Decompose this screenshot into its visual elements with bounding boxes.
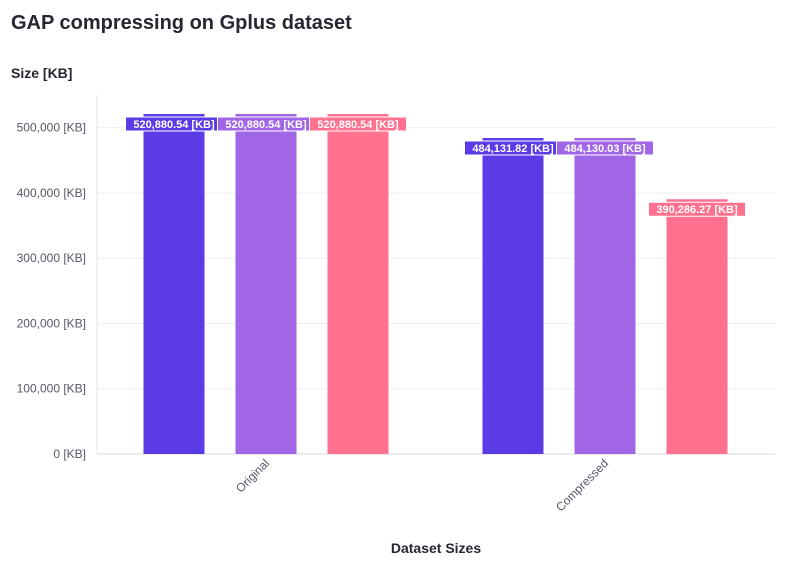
y-tick-label: 400,000 [KB] (17, 186, 86, 200)
data-label: 484,131.82 [KB] (472, 143, 554, 155)
x-tick-label: Original (233, 456, 272, 495)
bars-layer (143, 114, 728, 455)
bar (482, 137, 544, 454)
y-tick-label: 200,000 [KB] (17, 316, 86, 330)
x-axis-label: Dataset Sizes (391, 540, 481, 556)
y-tick-label: 100,000 [KB] (17, 382, 86, 396)
data-label: 520,880.54 [KB] (133, 119, 215, 131)
chart-title: GAP compressing on Gplus dataset (11, 12, 352, 34)
data-label-box (309, 116, 407, 132)
bar (143, 114, 205, 454)
y-axis-label: Size [KB] (11, 65, 72, 81)
data-label: 484,130.03 [KB] (564, 143, 646, 155)
data-label-box (648, 201, 746, 217)
y-tick-label: 500,000 [KB] (17, 121, 86, 135)
y-tick-label: 0 [KB] (53, 447, 86, 461)
data-label: 520,880.54 [KB] (225, 119, 307, 131)
data-label: 520,880.54 [KB] (317, 119, 399, 131)
x-tick-label: Compressed (553, 456, 611, 514)
bar (666, 199, 728, 454)
bar (327, 114, 389, 454)
y-tick-label: 300,000 [KB] (17, 251, 86, 265)
data-label-box (556, 140, 654, 156)
bar (574, 137, 636, 455)
bar (235, 114, 297, 454)
data-label: 390,286.27 [KB] (656, 204, 738, 216)
grid-layer (97, 127, 775, 455)
labels-layer: 520,880.54 [KB] 520,880.54 [KB] 520,880.54… (125, 116, 746, 217)
